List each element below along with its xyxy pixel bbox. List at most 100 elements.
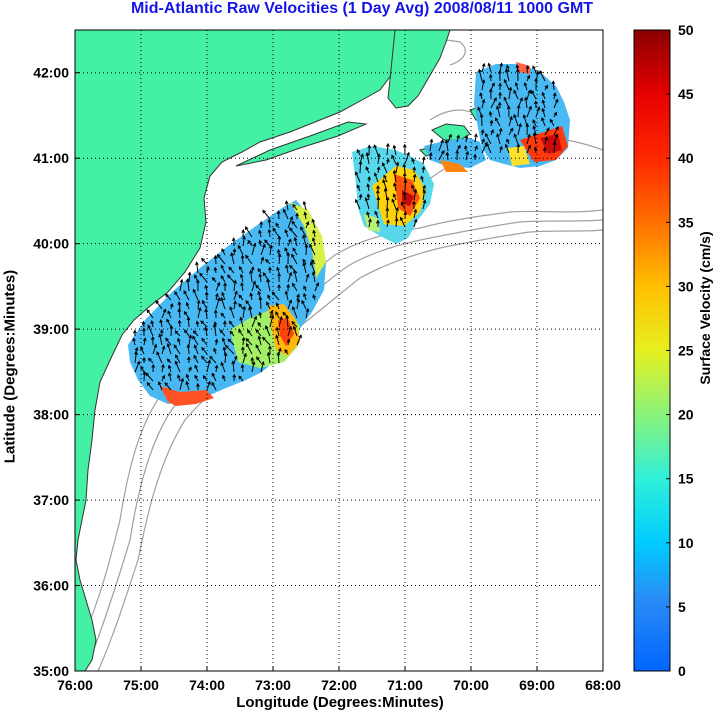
velocity-vector	[367, 184, 370, 192]
vector-head	[440, 139, 444, 144]
vector-head	[368, 218, 372, 223]
velocity-vector	[245, 338, 253, 346]
velocity-vector	[167, 343, 172, 355]
velocity-vector	[513, 114, 519, 127]
velocity-vector	[165, 337, 172, 346]
velocity-vector	[278, 316, 283, 328]
velocity-vector	[165, 293, 172, 301]
vector-head	[245, 299, 250, 304]
vector-head	[229, 330, 234, 335]
vector-head	[298, 334, 302, 339]
vector-head	[394, 217, 399, 222]
velocity-vector	[192, 289, 199, 301]
y-tick-label: 38:00	[33, 407, 69, 423]
vector-head	[279, 316, 283, 321]
vector-head	[257, 290, 262, 295]
vector-head	[145, 372, 149, 377]
velocity-vector	[156, 351, 163, 364]
vector-head	[199, 272, 203, 277]
velocity-vector	[292, 306, 298, 319]
vector-head	[289, 227, 293, 232]
vector-head	[247, 239, 252, 244]
vector-head	[174, 330, 179, 335]
vector-head	[487, 62, 492, 67]
velocity-vector	[305, 274, 309, 283]
x-tick-label: 70:00	[453, 677, 489, 693]
velocity-vector	[531, 90, 537, 100]
vector-head	[463, 144, 468, 149]
velocity-vector	[262, 337, 271, 346]
vector-head	[373, 172, 378, 177]
velocity-vector	[183, 290, 190, 301]
vector-head	[222, 346, 227, 351]
vector-head	[267, 294, 271, 299]
vector-head	[185, 301, 190, 306]
x-tick-label: 69:00	[519, 677, 555, 693]
vector-head	[498, 82, 502, 87]
vector-head	[207, 359, 211, 364]
velocity-vector	[382, 179, 388, 192]
vector-head	[245, 338, 250, 342]
vector-head	[411, 157, 415, 162]
vector-head	[486, 142, 490, 147]
vector-head	[282, 311, 287, 316]
velocity-vector	[174, 330, 181, 337]
colorbar-tick-label: 35	[678, 214, 694, 230]
vector-head	[546, 127, 550, 132]
velocity-vector	[355, 199, 361, 210]
vector-head	[243, 352, 247, 357]
velocity-vector	[258, 230, 262, 238]
vector-head	[194, 274, 198, 279]
velocity-vector	[393, 183, 397, 192]
vector-head	[258, 239, 263, 244]
velocity-vector	[211, 382, 217, 391]
vector-head	[399, 216, 404, 221]
velocity-vector	[271, 291, 280, 301]
velocity-vector	[223, 347, 226, 355]
vector-head	[456, 134, 460, 139]
velocity-vector	[209, 356, 217, 364]
velocity-vector	[168, 365, 172, 373]
velocity-vector	[256, 356, 262, 364]
velocity-vector	[499, 146, 503, 154]
velocity-vector	[221, 292, 226, 301]
velocity-vector	[553, 142, 556, 154]
vector-head	[533, 100, 538, 105]
velocity-vector	[187, 279, 190, 292]
velocity-vector	[164, 382, 172, 391]
vector-head	[238, 294, 243, 299]
velocity-vector	[508, 128, 514, 136]
velocity-vector	[404, 152, 410, 165]
velocity-vector	[447, 134, 452, 143]
velocity-vector	[488, 63, 492, 73]
vector-head	[481, 79, 486, 84]
vector-head	[216, 281, 221, 286]
vector-head	[403, 211, 408, 216]
grid-lines	[75, 30, 603, 671]
velocity-vector	[287, 300, 292, 310]
velocity-vector	[526, 90, 531, 100]
vector-head	[365, 152, 370, 157]
velocity-vector	[278, 254, 281, 265]
velocity-vector	[187, 317, 190, 328]
vector-head	[175, 354, 179, 359]
vector-head	[532, 125, 537, 130]
vector-head	[296, 293, 300, 298]
velocity-vector	[238, 303, 244, 310]
velocity-vector	[312, 272, 316, 283]
colorbar-tick-label: 0	[678, 663, 686, 679]
velocity-vector	[490, 83, 495, 91]
vector-head	[211, 276, 216, 281]
vector-head	[376, 184, 380, 189]
velocity-vector	[400, 202, 406, 210]
velocity-vector	[374, 173, 379, 183]
x-tick-labels: 76:00 75:00 74:00 73:00 72:00 71:00 70:00 69:00…	[57, 666, 621, 693]
velocity-vector	[404, 179, 407, 192]
vector-head	[481, 138, 485, 143]
vector-head	[146, 309, 151, 313]
vector-head	[142, 327, 146, 332]
velocity-vector	[159, 334, 163, 346]
vector-head	[549, 118, 554, 123]
velocity-vector	[486, 143, 492, 154]
